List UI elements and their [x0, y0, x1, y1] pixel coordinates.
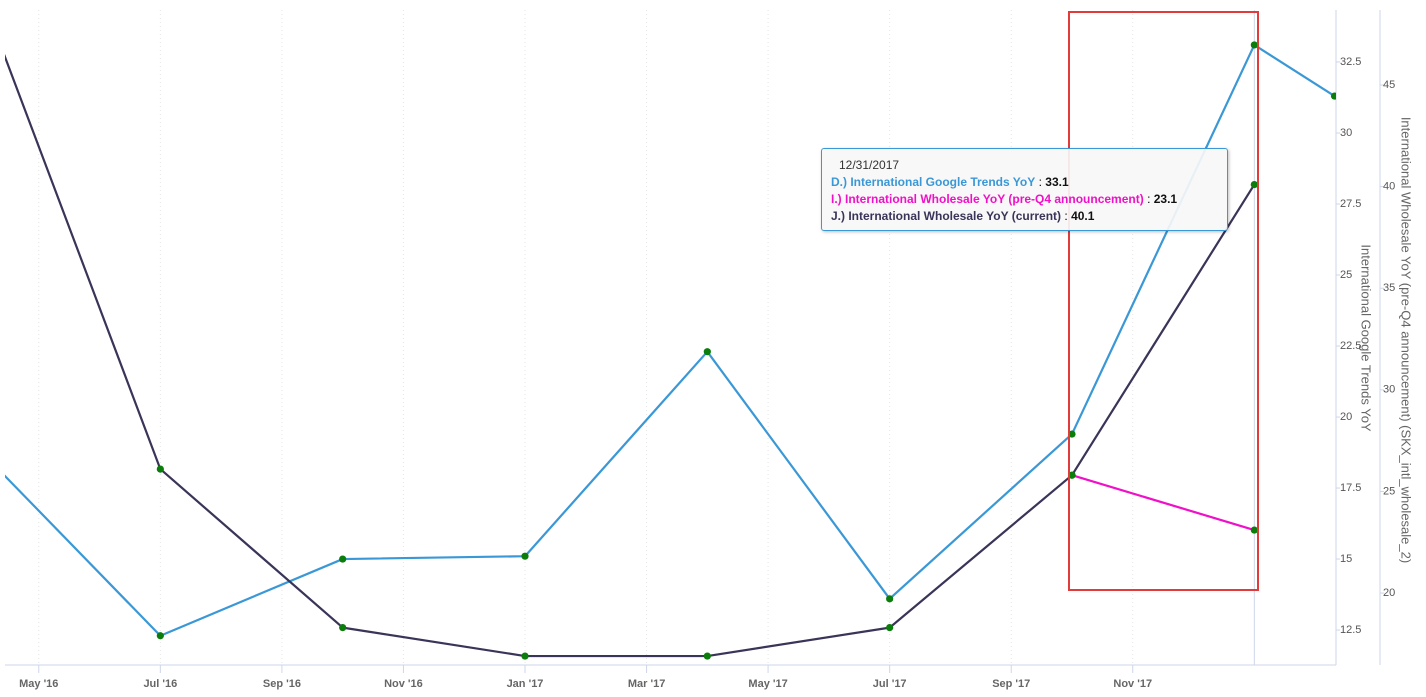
series-line — [5, 53, 1256, 658]
point-marker — [156, 465, 164, 473]
point-marker — [1330, 92, 1336, 100]
point-marker — [1250, 41, 1258, 49]
x-tick-label: Sep '17 — [992, 678, 1030, 690]
point-marker — [521, 552, 529, 560]
point-marker — [156, 632, 164, 640]
tooltip-separator: : — [1038, 175, 1042, 189]
y2-tick-label: 20 — [1383, 587, 1395, 599]
y2-tick-label: 35 — [1383, 282, 1395, 294]
plot-area — [5, 10, 1336, 665]
y2-tick-label: 30 — [1383, 384, 1395, 396]
series-line — [1071, 474, 1255, 532]
x-tick-label: Nov '16 — [384, 678, 423, 690]
y-tick-label: 22.5 — [1340, 340, 1361, 352]
tooltip-row: J.) International Wholesale YoY (current… — [831, 208, 1218, 225]
point-marker — [886, 595, 894, 603]
highlight-box — [1068, 11, 1259, 591]
y-tick-label: 20 — [1340, 411, 1352, 423]
point-marker — [886, 624, 894, 632]
point-marker — [339, 555, 347, 563]
tooltip-value: 33.1 — [1045, 175, 1069, 189]
y-tick-label: 27.5 — [1340, 198, 1361, 210]
tooltip-series-name: I.) International Wholesale YoY (pre-Q4 … — [831, 192, 1144, 206]
y-tick-label: 15 — [1340, 553, 1352, 565]
point-marker — [703, 652, 711, 660]
x-tick-label: Mar '17 — [628, 678, 665, 690]
y-tick-label: 25 — [1340, 269, 1352, 281]
x-tick-label: Jul '16 — [143, 678, 177, 690]
tooltip-row: I.) International Wholesale YoY (pre-Q4 … — [831, 191, 1218, 208]
tooltip-series-name: J.) International Wholesale YoY (current… — [831, 209, 1062, 223]
y2-axis-title: International Wholesale YoY (pre-Q4 anno… — [1399, 117, 1414, 563]
tooltip-value: 23.1 — [1153, 192, 1178, 206]
x-tick-label: May '16 — [19, 678, 58, 690]
point-marker — [1250, 180, 1258, 189]
y-tick-label: 30 — [1340, 127, 1352, 139]
point-marker — [703, 348, 711, 356]
point-marker — [1068, 471, 1076, 479]
point-marker — [339, 624, 347, 632]
series-line — [5, 43, 1336, 637]
x-tick-label: Nov '17 — [1113, 678, 1152, 690]
y2-tick-label: 25 — [1383, 485, 1395, 497]
point-marker — [1068, 430, 1076, 438]
point-marker — [1250, 526, 1258, 534]
y-axis-title: International Google Trends YoY — [1359, 244, 1374, 432]
x-tick-label: May '17 — [748, 678, 787, 690]
tooltip-separator: : — [1064, 209, 1068, 223]
tooltip-separator: : — [1147, 192, 1151, 206]
x-tick-label: Jul '17 — [873, 678, 907, 690]
x-tick-label: Sep '16 — [263, 678, 301, 690]
y2-tick-label: 40 — [1383, 181, 1395, 193]
tooltip-row: D.) International Google Trends YoY : 33… — [831, 174, 1218, 191]
point-marker — [521, 652, 529, 660]
tooltip-series-name: D.) International Google Trends YoY — [831, 175, 1036, 189]
tooltip: 12/31/2017 D.) International Google Trend… — [821, 148, 1228, 231]
y-tick-label: 12.5 — [1340, 624, 1361, 636]
tooltip-date: 12/31/2017 — [839, 158, 900, 172]
x-tick-label: Jan '17 — [507, 678, 544, 690]
y-tick-label: 32.5 — [1340, 56, 1361, 68]
y2-tick-label: 45 — [1383, 79, 1395, 91]
tooltip-value: 40.1 — [1071, 209, 1095, 223]
y-tick-label: 17.5 — [1340, 482, 1361, 494]
